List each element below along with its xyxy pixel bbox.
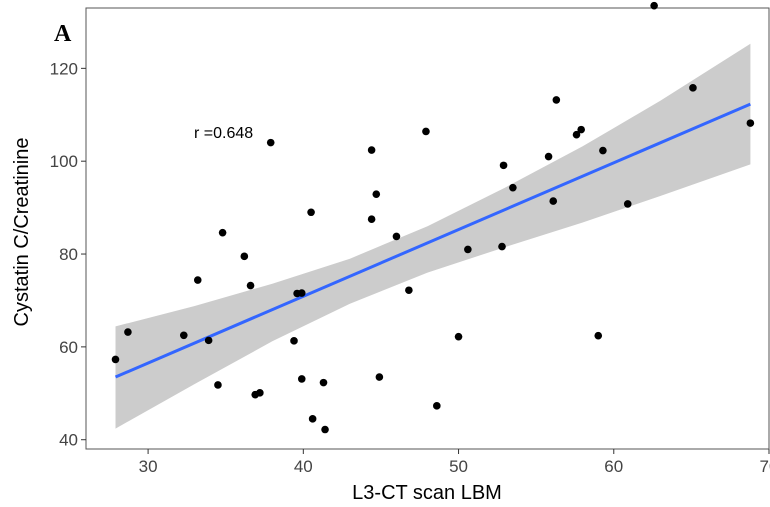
- data-point: [746, 119, 755, 127]
- data-point: [549, 197, 558, 205]
- data-point: [689, 84, 697, 92]
- correlation-annotation: r =0.648: [194, 125, 253, 142]
- regression-line-group: [114, 102, 751, 379]
- data-point: [256, 389, 264, 397]
- data-point: [240, 252, 249, 261]
- data-point: [623, 200, 632, 208]
- data-point: [405, 286, 413, 295]
- data-points: [111, 1, 755, 434]
- data-point: [650, 1, 658, 10]
- data-point: [367, 146, 376, 154]
- data-point: [290, 337, 298, 345]
- confidence-band: [115, 43, 751, 429]
- x-tick-label: 30: [139, 457, 158, 476]
- data-point: [367, 215, 376, 224]
- y-tick-label: 120: [50, 59, 78, 78]
- data-point: [572, 130, 581, 139]
- data-point: [246, 281, 255, 290]
- data-point: [204, 336, 213, 345]
- data-point: [297, 375, 306, 383]
- y-axis: 40 60 80 100 120: [50, 59, 86, 450]
- data-point: [179, 331, 188, 340]
- y-axis-title: Cystatin C/Creatinine: [11, 138, 33, 327]
- data-point: [594, 331, 603, 340]
- data-point: [319, 378, 328, 387]
- data-point: [454, 332, 463, 341]
- regression-line: [114, 102, 751, 379]
- data-point: [499, 161, 508, 170]
- panel-label: A: [54, 21, 72, 47]
- data-point: [124, 328, 132, 336]
- data-point: [433, 402, 441, 410]
- data-point: [509, 183, 517, 192]
- y-tick-label: 100: [50, 152, 78, 171]
- data-point: [111, 355, 120, 364]
- data-point: [422, 127, 430, 136]
- x-tick-label: 60: [604, 457, 623, 476]
- data-point: [193, 276, 202, 284]
- x-axis: 30 40 50 60 70: [139, 449, 770, 476]
- data-point: [552, 96, 561, 104]
- data-point: [266, 138, 275, 147]
- y-tick-label: 40: [59, 431, 78, 450]
- data-point: [544, 152, 553, 161]
- data-point: [308, 415, 317, 423]
- x-tick-label: 40: [294, 457, 313, 476]
- x-tick-label: 50: [449, 457, 468, 476]
- data-point: [392, 232, 401, 241]
- data-point: [307, 208, 315, 217]
- y-tick-label: 80: [59, 245, 78, 264]
- x-axis-title: L3-CT scan LBM: [352, 482, 502, 504]
- data-point: [577, 125, 585, 134]
- data-point: [464, 245, 472, 254]
- data-point: [214, 381, 222, 389]
- data-point: [498, 242, 506, 251]
- data-point: [375, 373, 384, 381]
- data-point: [372, 190, 381, 198]
- confidence-band-area: [115, 43, 751, 429]
- data-point: [218, 228, 227, 237]
- data-point: [321, 425, 329, 434]
- y-tick-label: 60: [59, 338, 78, 357]
- data-point: [599, 146, 607, 155]
- x-tick-label: 70: [760, 457, 770, 476]
- plot-frame: [85, 7, 770, 450]
- data-point: [297, 289, 306, 297]
